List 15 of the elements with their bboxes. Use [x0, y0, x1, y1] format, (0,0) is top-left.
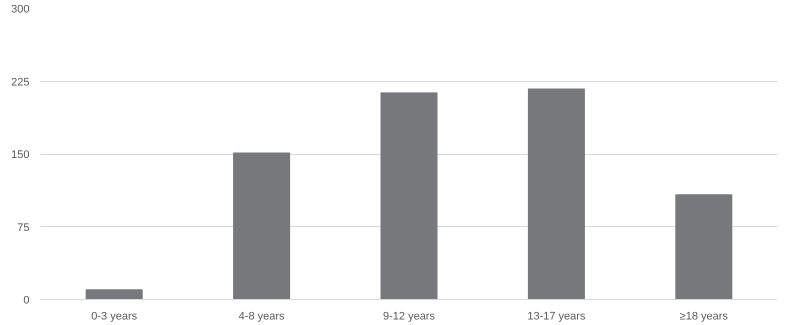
x-tick-label: ≥18 years: [680, 310, 728, 322]
x-tick-label: 13-17 years: [527, 310, 586, 322]
bar: [675, 194, 732, 300]
x-tick-label: 9-12 years: [383, 310, 436, 322]
y-tick-label: 150: [11, 149, 30, 161]
x-tick-label: 4-8 years: [238, 310, 286, 322]
y-tick-label: 0: [23, 294, 30, 306]
y-tick-label: 300: [11, 4, 30, 16]
x-tick-label: 0-3 years: [91, 310, 138, 322]
bar: [233, 152, 290, 300]
bar: [528, 88, 585, 300]
y-tick-label: 225: [11, 76, 30, 88]
bar: [380, 92, 438, 300]
y-tick-label: 75: [17, 222, 30, 234]
bar: [86, 289, 143, 300]
